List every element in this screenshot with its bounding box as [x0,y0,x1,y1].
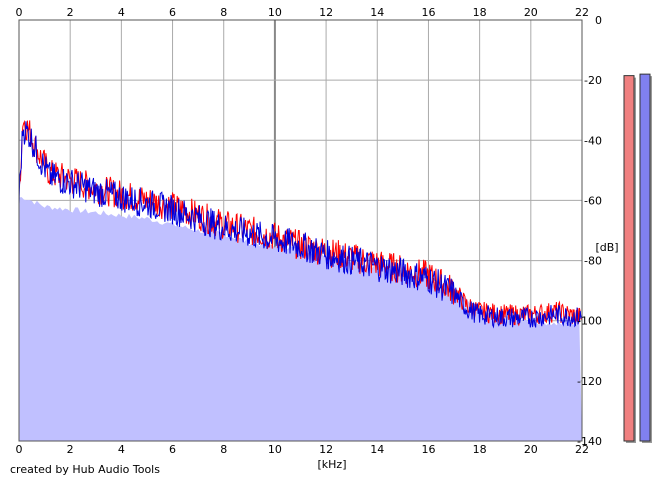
x-tick-label-bottom: 4 [118,443,125,456]
x-tick-label-top: 4 [118,6,125,19]
spectrum-line-right [18,121,583,329]
x-tick-label-bottom: 10 [268,443,282,456]
x-tick-label-top: 12 [319,6,333,19]
x-tick-label-bottom: 18 [473,443,487,456]
y-tick-label: -20 [584,74,602,87]
x-tick-label-bottom: 6 [169,443,176,456]
level-meters [623,73,652,443]
y-tick-label: -100 [577,315,602,328]
x-tick-label-top: 14 [370,6,384,19]
x-tick-label-top: 8 [220,6,227,19]
level-meter-left [623,75,635,442]
level-meter-right [639,73,651,442]
y-axis-label: [dB] [595,241,618,254]
y-tick-label: -60 [584,194,602,207]
y-tick-label: -120 [577,375,602,388]
x-tick-label-bottom: 8 [220,443,227,456]
plot-area [18,119,583,441]
x-tick-label-top: 20 [524,6,538,19]
x-tick-label-top: 10 [268,6,282,19]
y-tick-label: -40 [584,134,602,147]
x-tick-label-top: 16 [421,6,435,19]
x-tick-label-top: 18 [473,6,487,19]
x-tick-label-bottom: 14 [370,443,384,456]
y-tick-label: -140 [577,435,602,448]
x-tick-label-bottom: 16 [421,443,435,456]
x-tick-label-top: 6 [169,6,176,19]
x-tick-label-top: 0 [16,6,23,19]
y-tick-label: 0 [595,14,602,27]
x-tick-label-bottom: 0 [16,443,23,456]
axes: 002244668810101212141416161818202022220-… [16,6,603,456]
x-axis-label: [kHz] [318,458,347,471]
x-tick-label-bottom: 22 [575,443,589,456]
x-tick-label-bottom: 2 [67,443,74,456]
plot-frame [18,19,583,442]
x-tick-label-bottom: 12 [319,443,333,456]
y-tick-label: -80 [584,255,602,268]
credit-text: created by Hub Audio Tools [10,463,160,476]
x-tick-label-top: 2 [67,6,74,19]
spectrum-fill-area [19,197,582,441]
x-tick-label-top: 22 [575,6,589,19]
x-tick-label-bottom: 20 [524,443,538,456]
